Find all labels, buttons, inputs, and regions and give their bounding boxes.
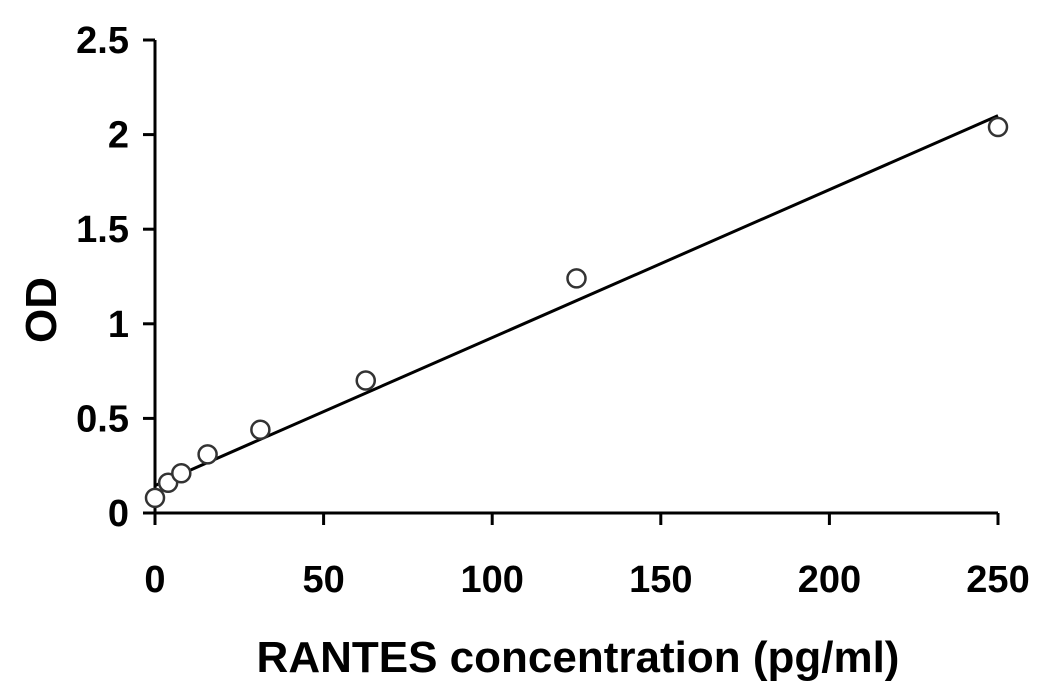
y-tick-label: 0.5	[76, 398, 129, 440]
y-tick-label: 2	[108, 115, 129, 157]
y-tick-label: 1	[108, 304, 129, 346]
x-tick-label: 100	[460, 559, 523, 601]
x-axis-title: RANTES concentration (pg/ml)	[257, 633, 900, 682]
data-point	[355, 370, 376, 391]
y-axis-ticks: 0 0.5 1 1.5 2 2.5	[76, 20, 155, 535]
y-tick-label: 0	[108, 493, 129, 535]
x-tick-label: 250	[966, 559, 1029, 601]
data-point	[171, 463, 192, 484]
x-tick-label: 0	[144, 559, 165, 601]
data-points	[144, 116, 1009, 509]
data-point	[987, 116, 1009, 138]
y-tick-label: 2.5	[76, 20, 129, 62]
x-tick-label: 50	[302, 559, 344, 601]
data-point	[566, 268, 587, 289]
x-axis-ticks: 0 50 100 150 200 250	[144, 513, 1030, 601]
x-tick-label: 150	[629, 559, 692, 601]
data-point	[197, 444, 218, 465]
trend-line	[154, 114, 999, 487]
x-tick-label: 200	[798, 559, 861, 601]
data-point	[144, 487, 166, 509]
data-point	[250, 419, 271, 441]
y-axis-title: OD	[17, 277, 66, 343]
y-tick-label: 1.5	[76, 209, 129, 251]
